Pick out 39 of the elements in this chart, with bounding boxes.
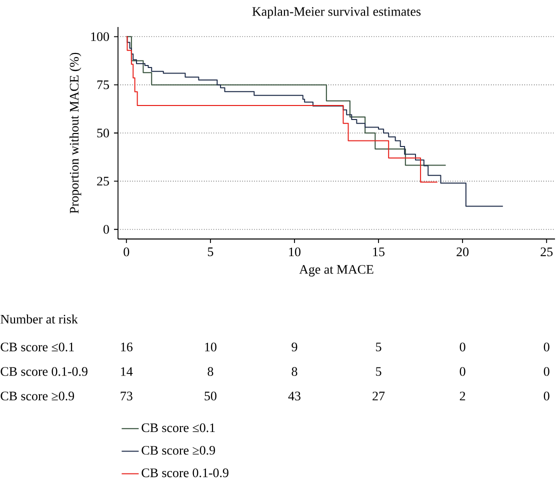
y-tick-label: 0 — [104, 225, 109, 234]
y-tick-label: 75 — [97, 80, 109, 90]
text: 0 — [460, 367, 466, 376]
text: 0 — [544, 367, 550, 376]
text: 0 — [544, 392, 550, 400]
x-axis-title: Age at MACE — [299, 265, 374, 276]
x-tick-label: 0 — [124, 248, 130, 256]
text: 2 — [460, 392, 466, 400]
text: 43 — [288, 392, 300, 400]
y-tick-label: 100 — [91, 32, 109, 42]
legend-label: CB score ≥0.9 — [142, 446, 216, 455]
text: 8 — [292, 367, 298, 376]
text: 10 — [205, 342, 216, 352]
x-tick-label: 10 — [289, 248, 300, 256]
x-tick-label: 20 — [456, 248, 469, 256]
text: 0 — [460, 342, 466, 352]
text: 5 — [376, 342, 382, 352]
text: 16 — [121, 342, 132, 352]
text: 14 — [121, 367, 133, 376]
x-tick-label: 15 — [373, 248, 384, 256]
legend-label: CB score ≤0.1 — [142, 423, 215, 432]
text: 9 — [292, 342, 298, 352]
text: CB score ≥0.9 — [0, 392, 74, 400]
text: Number at risk — [0, 314, 78, 324]
text: 50 — [204, 392, 216, 400]
y-axis-title: Proportion without MACE (%) — [69, 52, 82, 214]
text: 5 — [376, 367, 382, 376]
x-tick-label: 25 — [540, 248, 553, 256]
y-tick-label: 25 — [97, 176, 109, 186]
text: 73 — [120, 392, 132, 400]
legend-label: CB score 0.1-0.9 — [142, 468, 228, 478]
x-tick-label: 5 — [208, 248, 214, 256]
text: 27 — [372, 392, 385, 400]
chart-title: Kaplan-Meier survival estimates — [252, 6, 421, 19]
y-tick-label: 50 — [97, 128, 109, 138]
text: 8 — [208, 367, 214, 376]
text: 0 — [544, 342, 550, 352]
text: CB score ≤0.1 — [0, 342, 74, 352]
text: CB score 0.1-0.9 — [0, 367, 88, 376]
